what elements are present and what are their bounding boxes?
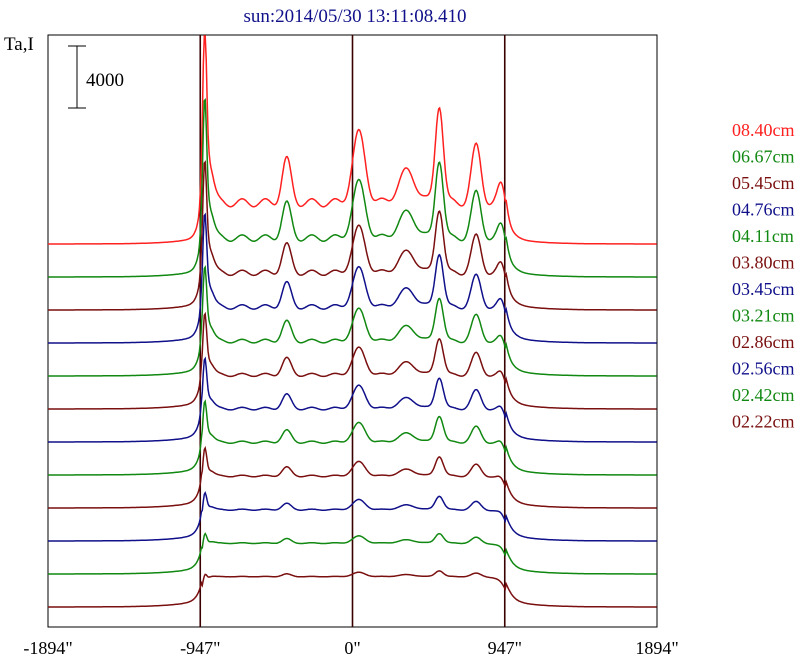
chart-title: sun:2014/05/30 13:11:08.410 [243,6,466,27]
series-lines [48,35,657,608]
x-tick-label: -1894" [23,638,72,658]
x-tick-label: 947" [488,638,522,658]
scale-bar: 4000 [68,45,124,109]
series-line-02.42cm [48,532,657,575]
legend-label: 03.21cm [732,306,795,326]
series-line-02.86cm [48,445,657,509]
x-tick-label: -947" [180,638,220,658]
marker-lines [199,35,506,627]
legend-label: 02.86cm [732,332,795,352]
series-line-03.45cm [48,356,657,443]
legend-label: 02.22cm [732,412,795,432]
series-line-04.76cm [48,212,657,344]
x-tick-label: 0" [344,638,360,658]
legend-label: 03.45cm [732,279,795,299]
series-line-03.80cm [48,311,657,410]
legend-label: 03.80cm [732,253,795,273]
series-line-03.21cm [48,399,657,476]
series-line-06.67cm [48,98,657,278]
series-line-05.45cm [48,160,657,311]
y-axis-label: Ta,I [4,34,34,55]
legend-label: 06.67cm [732,147,795,167]
scale-bar-label: 4000 [86,70,124,91]
series-line-08.40cm [48,35,657,245]
legend: 08.40cm 06.67cm 05.45cm 04.76cm 04.11cm 03.80… [732,120,795,432]
legend-label: 05.45cm [732,173,795,193]
legend-label: 02.56cm [732,359,795,379]
series-line-04.11cm [48,265,657,377]
legend-label: 04.11cm [732,226,794,246]
series-line-02.22cm [48,570,657,608]
x-tick-labels: -1894" -947" 0" 947" 1894" [23,638,678,658]
legend-label: 04.76cm [732,200,795,220]
x-tick-label: 1894" [635,638,678,658]
series-line-02.56cm [48,490,657,542]
legend-label: 08.40cm [732,120,795,140]
legend-label: 02.42cm [732,385,795,405]
